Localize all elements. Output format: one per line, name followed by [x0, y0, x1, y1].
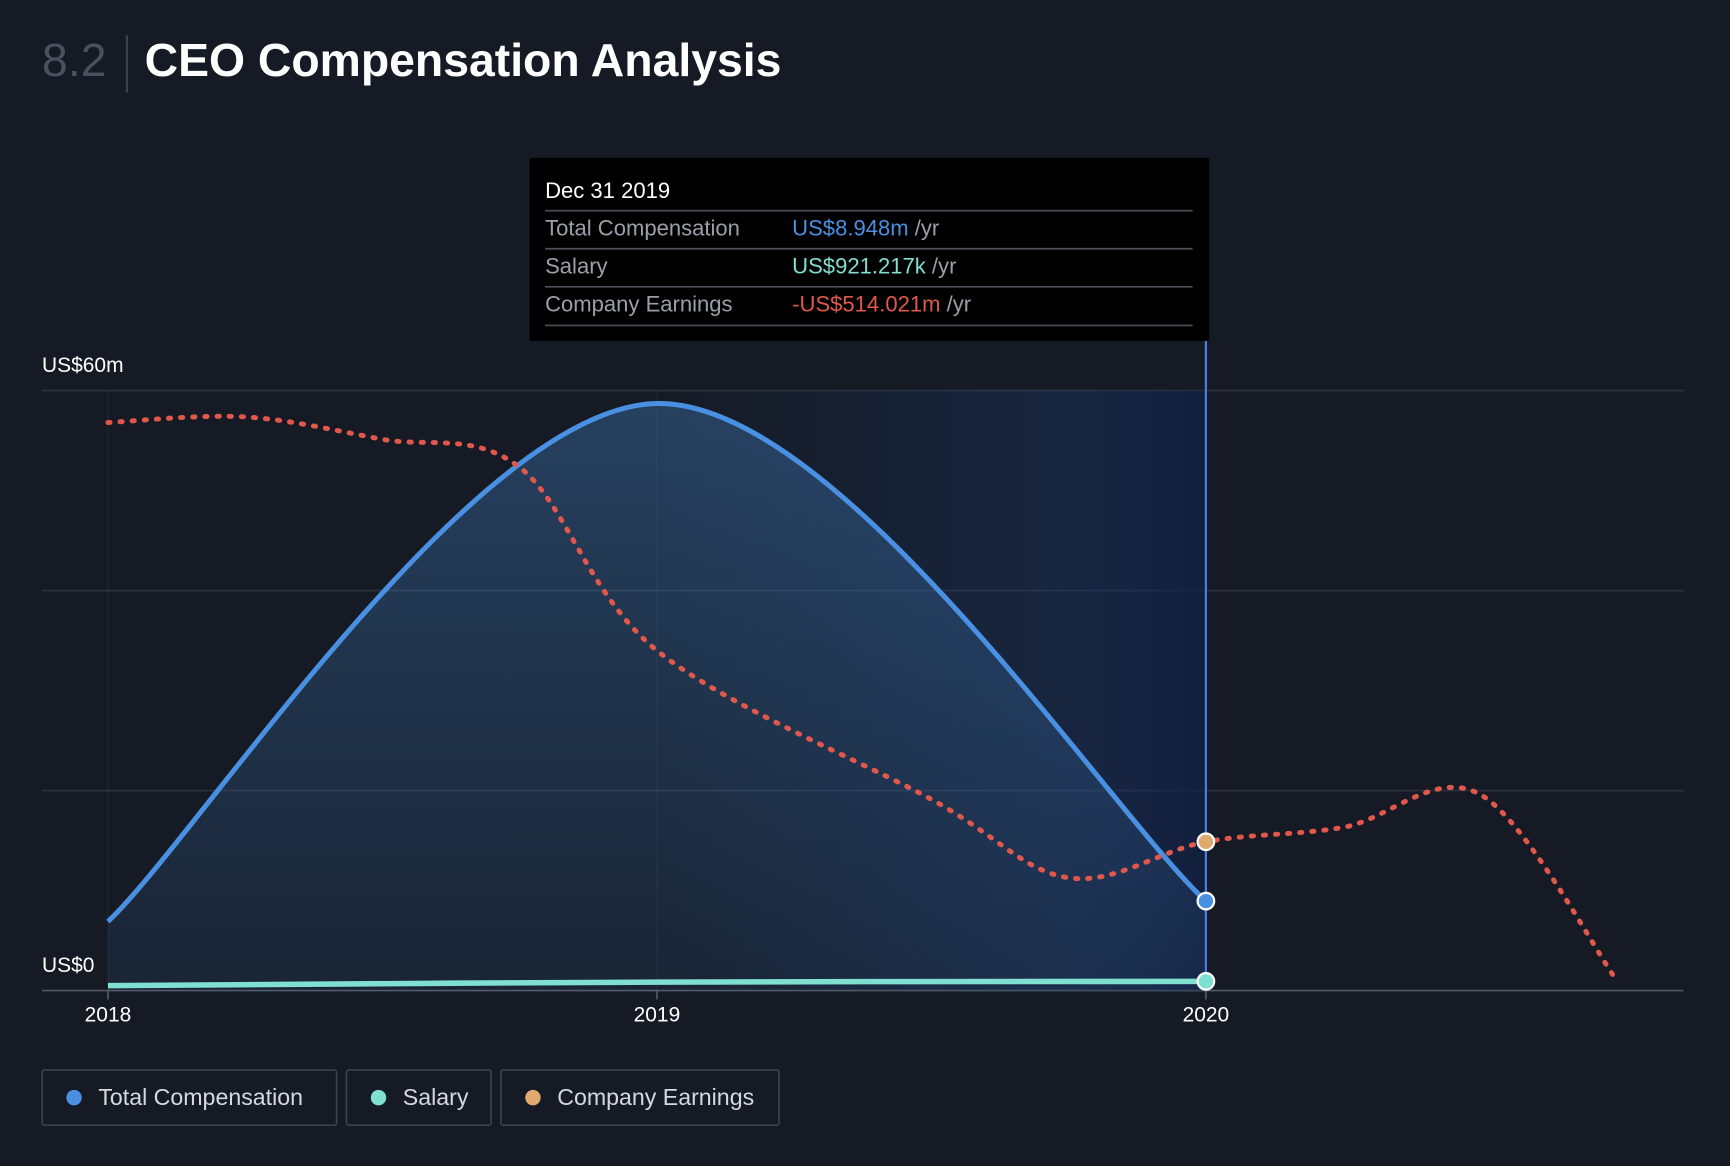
earnings-line [105, 413, 1621, 985]
tooltip-value-row: US$8.948m /yr [792, 215, 939, 240]
tooltip-value-row: US$921.217k /yr [792, 253, 956, 278]
legend-item[interactable]: Company Earnings [500, 1069, 780, 1127]
series-line [107, 978, 1206, 989]
tooltip-label: Salary [545, 253, 608, 278]
x-tick-label: 2020 [1183, 1004, 1230, 1027]
tooltip-value: -US$514.021m [792, 291, 940, 316]
legend-box [41, 1069, 338, 1127]
tooltip-label: Company Earnings [545, 291, 733, 316]
tooltip-title: Dec 31 2019 [545, 178, 670, 203]
section-number: 8.2 [42, 34, 106, 86]
tooltip-unit: /yr [947, 291, 972, 316]
tooltip-value: US$8.948m [792, 215, 908, 240]
tooltip-value: US$921.217k [792, 253, 927, 278]
hover-dot [1196, 832, 1216, 852]
legend-swatch [370, 1089, 387, 1106]
tooltip-label: Total Compensation [545, 215, 740, 240]
legend-box [345, 1069, 492, 1127]
y-tick-label: US$0 [42, 954, 94, 977]
area [107, 403, 1206, 991]
chart-title: CEO Compensation Analysis [145, 34, 782, 86]
tooltip: Dec 31 2019 Total Compensation US$8.948m /… [529, 157, 1210, 341]
tooltip-unit: /yr [915, 215, 940, 240]
tooltip-value-row: -US$514.021m /yr [792, 291, 971, 316]
legend-box [500, 1069, 780, 1127]
legend-label: Company Earnings [557, 1084, 754, 1110]
legend-item[interactable]: Salary [345, 1069, 492, 1127]
y-tick-label: US$60m [42, 354, 123, 377]
legend-label: Salary [403, 1084, 469, 1110]
tooltip-unit: /yr [932, 253, 957, 278]
series-line [106, 401, 1208, 924]
legend-swatch [525, 1089, 541, 1106]
hover-dot [1196, 972, 1216, 991]
hover-dot [1196, 891, 1216, 911]
legend-label: Total Compensation [98, 1084, 303, 1110]
x-tick-label: 2018 [85, 1004, 132, 1027]
legend-swatch [66, 1089, 82, 1106]
x-tick-label: 2019 [634, 1004, 681, 1027]
legend-item[interactable]: Total Compensation [41, 1069, 338, 1127]
